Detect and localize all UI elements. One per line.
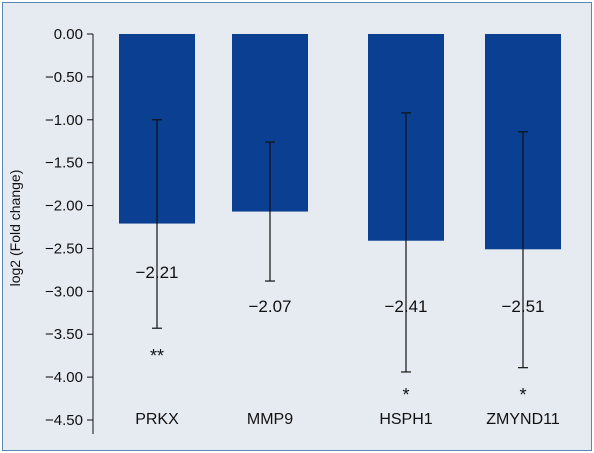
category-label: ZMYND11 — [486, 411, 560, 428]
category-label: PRKX — [135, 411, 179, 428]
y-tick-label: −2.50 — [45, 240, 83, 257]
y-tick-label: 0.00 — [54, 26, 83, 43]
y-tick-label: −0.50 — [45, 69, 83, 86]
error-bars — [152, 112, 528, 373]
bars — [119, 34, 561, 250]
value-label: −2.41 — [384, 297, 427, 316]
significance-marker: * — [402, 385, 409, 405]
y-tick-label: −2.00 — [45, 198, 83, 215]
significance-marker: * — [519, 385, 526, 405]
y-tick-label: −3.00 — [45, 283, 83, 300]
y-tick-label: −1.00 — [45, 112, 83, 129]
category-labels: PRKX MMP9 HSPH1 ZMYND11 — [135, 411, 560, 428]
category-label: MMP9 — [247, 411, 293, 428]
category-label: HSPH1 — [379, 411, 432, 428]
error-bar — [152, 119, 162, 329]
value-label: −2.51 — [501, 297, 544, 316]
error-bar — [401, 112, 411, 373]
error-bar — [518, 131, 528, 369]
significance-labels: *** * — [150, 346, 527, 405]
value-labels: −2.21 −2.07 −2.41 −2.51 — [135, 263, 544, 316]
y-tick-label: −3.50 — [45, 326, 83, 343]
significance-marker: ** — [150, 346, 164, 366]
y-tick-label: −1.50 — [45, 155, 83, 172]
error-bar — [265, 141, 275, 282]
y-axis-title: log2 (Fold change) — [7, 170, 23, 287]
y-tick-label: −4.50 — [45, 412, 83, 429]
value-label: −2.21 — [135, 263, 178, 282]
y-axis-ticks: 0.00 −0.50 −1.00 −1.50 −2.00 −2.50 −3.00 −3.50 −… — [45, 26, 93, 429]
value-label: −2.07 — [248, 297, 291, 316]
y-tick-label: −4.00 — [45, 369, 83, 386]
